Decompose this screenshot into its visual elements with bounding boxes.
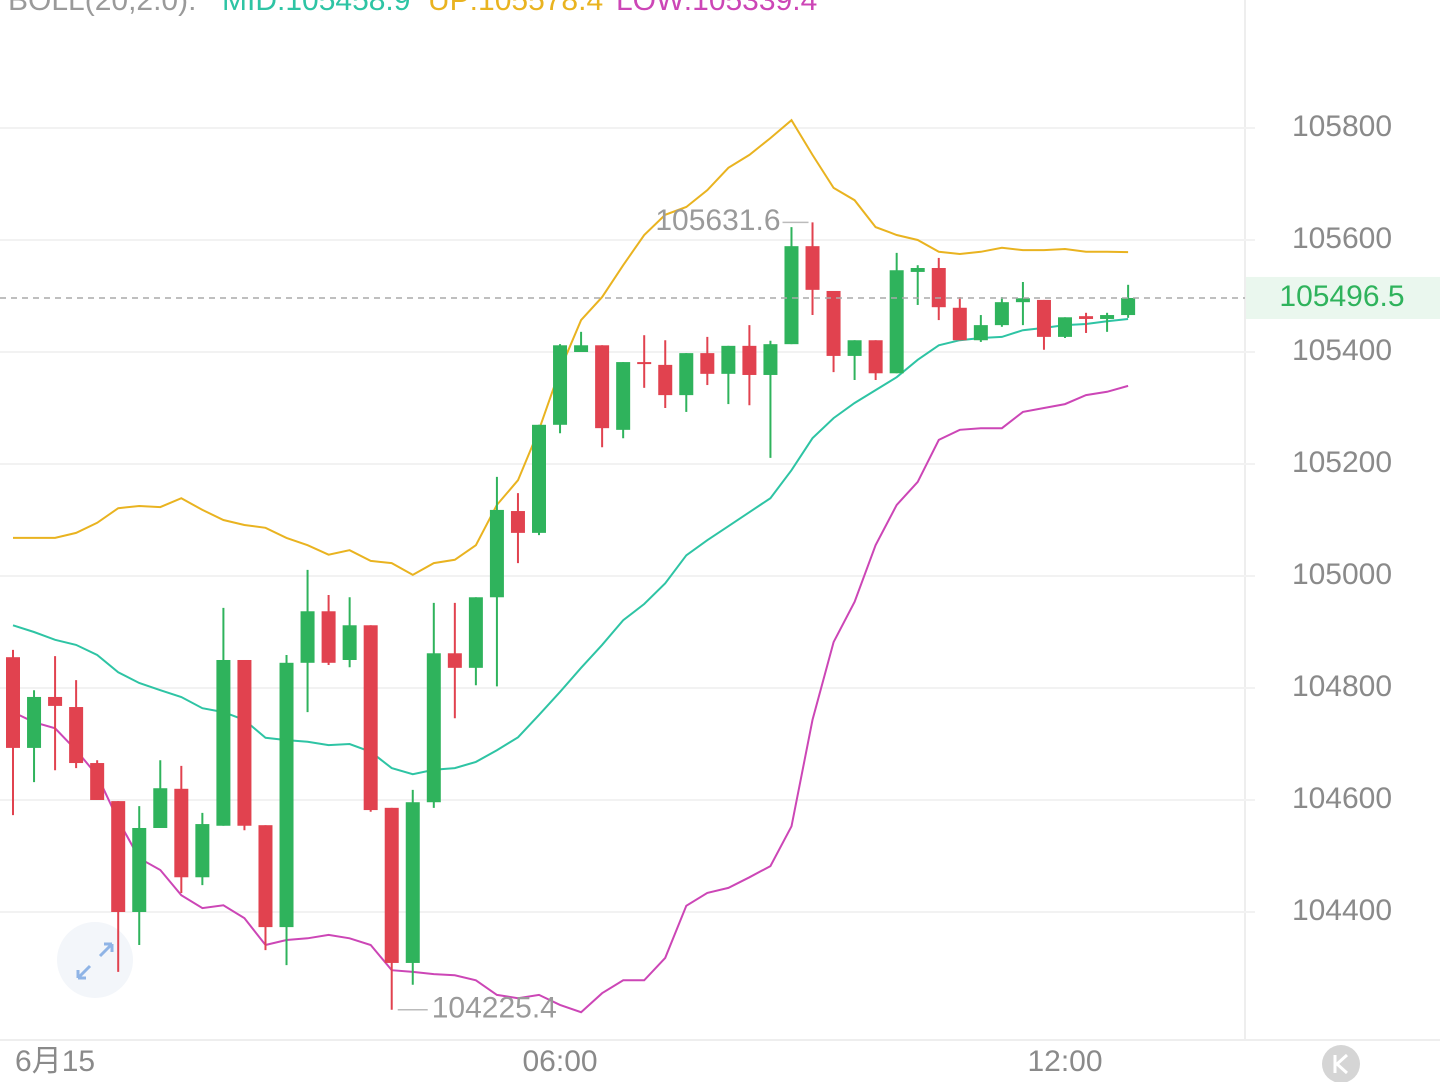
candle-body — [6, 657, 20, 748]
candle-body — [237, 659, 252, 826]
candle-body — [48, 696, 63, 706]
x-tick-label: 6月15 — [15, 1045, 95, 1078]
candle-body — [384, 807, 399, 963]
candle-body — [90, 763, 105, 800]
candle-body — [658, 364, 673, 396]
candle-body — [321, 611, 336, 663]
candle-body — [174, 788, 189, 878]
candle-body — [1058, 317, 1072, 337]
candle-body — [69, 707, 84, 764]
indicator-value: MID:105458.9 — [222, 0, 410, 17]
expand-button[interactable] — [57, 922, 133, 998]
candle-body — [532, 424, 546, 533]
candle-body — [637, 362, 652, 365]
candle-body — [805, 246, 820, 290]
band-line — [12, 318, 1129, 776]
candle-body — [468, 597, 483, 668]
expand-icon[interactable] — [76, 942, 114, 980]
k-icon[interactable] — [1333, 1053, 1349, 1075]
max-label: 105631.6 — [655, 204, 780, 237]
candle-body — [258, 825, 273, 928]
candle-body — [1121, 297, 1136, 316]
band-line — [12, 384, 1129, 1014]
candle-body — [111, 801, 126, 912]
candle-body — [910, 268, 925, 272]
min-label: 104225.4 — [432, 992, 557, 1025]
y-tick-label: 104400 — [1292, 894, 1392, 927]
candle-body — [784, 246, 799, 345]
candle-body — [195, 824, 210, 878]
candle-body — [994, 302, 1009, 326]
candle-body — [616, 362, 631, 430]
current-price-box — [1246, 276, 1440, 319]
candle-body — [952, 307, 967, 341]
candle-body — [342, 625, 357, 660]
candle-body — [216, 659, 231, 826]
candle-body — [847, 340, 862, 356]
candle-body — [426, 653, 441, 803]
candle-body — [153, 788, 168, 828]
k-button[interactable] — [1322, 1045, 1360, 1082]
candle-body — [931, 268, 946, 308]
candle-body — [132, 827, 147, 912]
candle-body — [279, 662, 294, 928]
candle-body — [510, 511, 525, 533]
y-tick-label: 105000 — [1292, 558, 1392, 591]
y-tick-label: 105200 — [1292, 446, 1392, 479]
y-tick-label: 105400 — [1292, 334, 1392, 367]
candle-body — [742, 345, 757, 375]
candle-body — [826, 290, 841, 356]
candle-body — [721, 345, 736, 374]
candle-body — [679, 353, 694, 396]
indicator-value: UP:105578.4 — [428, 0, 603, 17]
candle-body — [405, 802, 420, 963]
candle-body — [363, 625, 378, 811]
candle-body — [489, 509, 504, 598]
candle-body — [447, 653, 462, 668]
candle-body — [553, 345, 568, 425]
candle-body — [595, 345, 610, 429]
x-tick-label: 06:00 — [523, 1045, 598, 1078]
y-tick-label: 104800 — [1292, 670, 1392, 703]
y-tick-label: 104600 — [1292, 782, 1392, 815]
y-tick-label: 105600 — [1292, 222, 1392, 255]
x-tick-label: 12:00 — [1027, 1045, 1102, 1078]
candle-body — [1036, 299, 1051, 337]
k-circle[interactable] — [1322, 1045, 1360, 1082]
y-tick-label: 105800 — [1292, 110, 1392, 143]
indicator-value: LOW:105339.4 — [616, 0, 817, 17]
candle-body — [574, 345, 589, 353]
expand-circle[interactable] — [57, 922, 133, 998]
candle-body — [1079, 316, 1094, 319]
candle-body — [889, 270, 904, 374]
candle-body — [1015, 298, 1030, 303]
candle-body — [868, 340, 883, 374]
candle-body — [973, 325, 988, 341]
current-price-label: 105496.5 — [1279, 280, 1404, 313]
candle-body — [27, 696, 42, 748]
candle-body — [763, 344, 778, 375]
indicator-name: BOLL(20,2.0): — [8, 0, 196, 17]
candle-body — [700, 353, 715, 374]
band-line — [13, 118, 1129, 577]
candle-body — [300, 611, 315, 663]
candle-body — [1100, 315, 1115, 319]
